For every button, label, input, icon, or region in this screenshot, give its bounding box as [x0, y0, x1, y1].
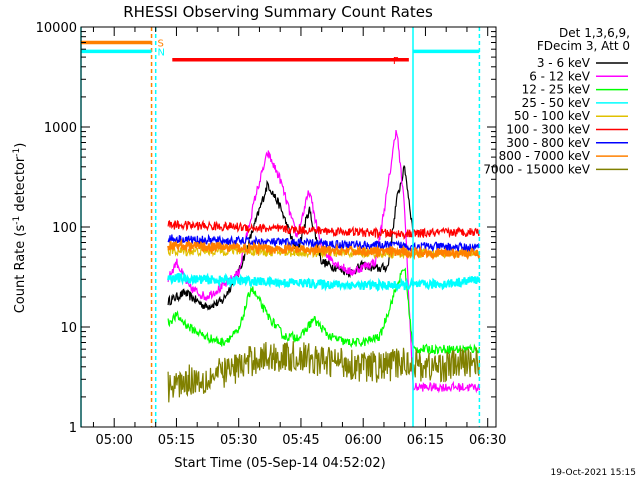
y-tick-label: 1000 [44, 121, 77, 136]
series-line-7 [167, 233, 480, 254]
legend-label: 25 - 50 keV [522, 96, 591, 110]
y-axis-label: Count Rate (s-1 detector-1) [12, 143, 28, 314]
y-tick-label: 100 [52, 221, 77, 236]
legend-label: 100 - 300 keV [506, 123, 590, 137]
legend-label: 3 - 6 keV [537, 56, 591, 70]
legend-label: 300 - 800 keV [506, 136, 590, 150]
y-axis-label-part: detector [13, 156, 28, 216]
legend: Det 1,3,6,9, FDecim 3, Att 0 3 - 6 keV6 … [483, 26, 630, 176]
x-axis-label: Start Time (05-Sep-14 04:52:02) [174, 456, 385, 471]
x-tick-label: 05:00 [95, 433, 132, 448]
y-axis-label-exponent: -1 [12, 148, 22, 157]
y-tick-label: 10000 [36, 21, 77, 36]
series-line-4 [167, 271, 481, 292]
series-line-6 [167, 219, 480, 240]
y-axis-label-exponent: -1 [12, 216, 22, 225]
legend-label: 800 - 7000 keV [499, 149, 591, 163]
legend-header: FDecim 3, Att 0 [537, 39, 630, 53]
series-layer [167, 129, 481, 403]
flag-label-s: S [158, 38, 164, 49]
legend-header: Det 1,3,6,9, [559, 26, 630, 40]
series-line-8 [167, 238, 481, 261]
y-axis-label-part: ) [13, 143, 28, 148]
series-line-1 [167, 164, 414, 311]
x-tick-label: 05:15 [158, 433, 195, 448]
footer-date: 19-Oct-2021 15:15 [551, 468, 636, 478]
y-tick-label: 10 [60, 321, 77, 336]
legend-label: 7000 - 15000 keV [483, 162, 590, 176]
x-tick-label: 06:00 [344, 433, 381, 448]
legend-label: 50 - 100 keV [514, 109, 591, 123]
chart-title: RHESSI Observing Summary Count Rates [123, 3, 433, 21]
x-tick-label: 05:30 [220, 433, 257, 448]
flag-label-f: F [393, 56, 399, 67]
x-tick-label: 06:15 [407, 433, 444, 448]
legend-label: 12 - 25 keV [522, 83, 591, 97]
flags-layer: SN F [81, 38, 480, 67]
x-tick-label: 06:30 [469, 433, 506, 448]
flag-label-n: N [158, 47, 165, 58]
axes-layer: 1 10 100 1000 10000 05:00 05:15 05:30 05:45 06:00… [36, 21, 507, 448]
y-axis-label-part: Count Rate (s [13, 225, 28, 314]
series-line-3 [167, 267, 480, 355]
x-tick-label: 05:45 [282, 433, 319, 448]
legend-label: 6 - 12 keV [529, 69, 591, 83]
y-tick-label: 1 [69, 421, 77, 436]
series-line-9 [167, 341, 480, 403]
